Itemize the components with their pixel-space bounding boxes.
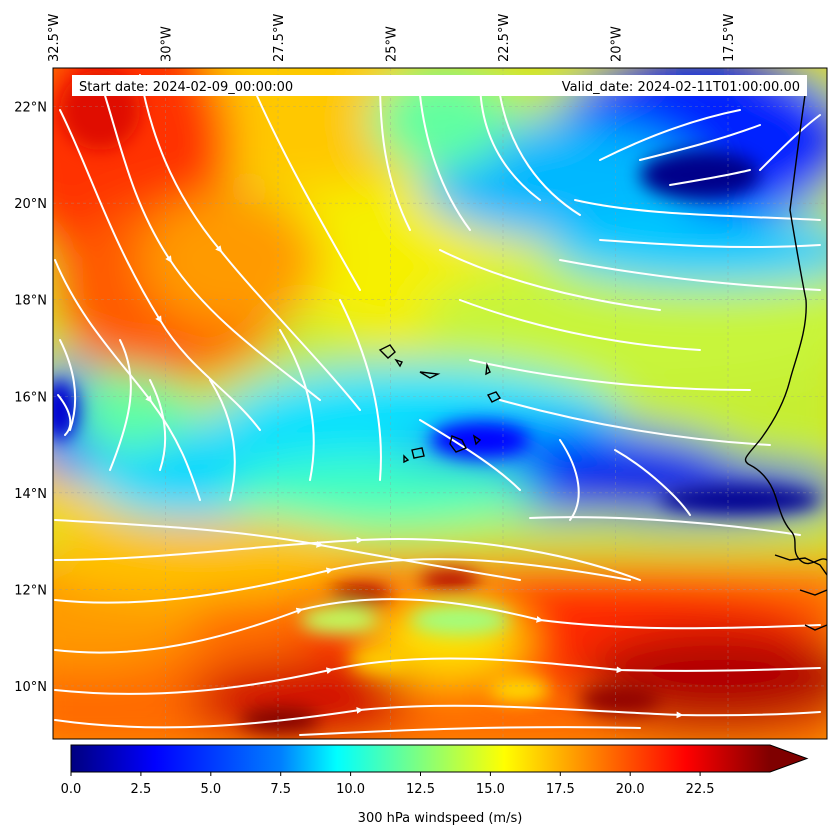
colorbar-tick-label: 10.0 <box>336 782 365 797</box>
streamline <box>379 79 411 231</box>
streamline <box>339 299 382 481</box>
longitude-label: 20°W <box>610 26 625 62</box>
valid-date-label: Valid_date: 2024-02-11T01:00:00.00 <box>562 80 800 95</box>
colorbar-tick-label: 17.5 <box>546 782 575 797</box>
streamline <box>419 94 471 231</box>
streamline <box>559 439 580 521</box>
latitude-label: 20°N <box>14 197 47 212</box>
latitude-label: 22°N <box>14 101 47 116</box>
streamline <box>139 74 361 411</box>
streamline <box>57 394 72 436</box>
streamline <box>599 109 741 161</box>
map-panel: Start date: 2024-02-09_00:00:00 Valid_da… <box>14 14 828 740</box>
streamlines <box>54 74 821 736</box>
streamline <box>574 199 821 221</box>
streamline <box>54 536 641 581</box>
longitude-label: 30°W <box>160 26 175 62</box>
streamline <box>559 259 821 291</box>
streamline <box>614 449 691 516</box>
streamline <box>54 657 821 695</box>
streamline <box>459 299 701 351</box>
colorbar-extend-arrow <box>770 745 807 772</box>
streamline <box>419 419 521 491</box>
streamline <box>109 339 132 471</box>
streamline <box>639 124 761 161</box>
streamline <box>479 79 541 201</box>
latitude-label: 14°N <box>14 487 47 502</box>
streamline <box>599 239 821 249</box>
longitude-label: 22.5°W <box>497 14 512 62</box>
longitude-label: 17.5°W <box>722 14 737 62</box>
coastline-islands-south <box>403 391 502 464</box>
streamline <box>99 79 321 401</box>
latitude-label: 16°N <box>14 390 47 405</box>
longitude-label: 25°W <box>385 26 400 62</box>
streamline <box>54 598 821 654</box>
longitude-label: 32.5°W <box>47 14 62 62</box>
coastline-guinea <box>774 554 827 631</box>
colorbar: 0.0 2.5 5.0 7.5 10.0 12.5 15.0 17.5 20.0 22.5 300… <box>61 744 809 826</box>
start-date-label: Start date: 2024-02-09_00:00:00 <box>79 80 293 95</box>
windspeed-field <box>53 68 827 739</box>
streamline <box>669 169 751 186</box>
latitude-label: 12°N <box>14 583 47 598</box>
date-info-box <box>72 75 807 96</box>
streamline <box>529 516 801 536</box>
streamline <box>759 114 821 171</box>
colorbar-label: 300 hPa windspeed (m/s) <box>358 811 523 826</box>
colorbar-tick-label: 20.0 <box>616 782 645 797</box>
colorbar-tick-label: 0.0 <box>61 782 82 797</box>
streamline <box>299 726 641 736</box>
colorbar-tick-label: 15.0 <box>476 782 505 797</box>
streamline <box>54 519 521 581</box>
colorbar-tick-label: 7.5 <box>270 782 291 797</box>
longitude-labels: 32.5°W 30°W 27.5°W 25°W 22.5°W 20°W 17.5°W <box>47 14 737 62</box>
latitude-label: 10°N <box>14 680 47 695</box>
coastlines <box>378 94 827 631</box>
colorbar-ticks: 0.0 2.5 5.0 7.5 10.0 12.5 15.0 17.5 20.0 22.5 <box>61 772 715 797</box>
streamline <box>149 379 167 471</box>
streamline <box>209 379 236 501</box>
longitude-label: 27.5°W <box>272 14 287 62</box>
streamline <box>469 359 751 391</box>
latitude-label: 18°N <box>14 294 47 309</box>
streamline <box>499 94 581 216</box>
streamline <box>249 79 361 291</box>
streamline <box>59 339 77 431</box>
colorbar-frame <box>70 744 809 773</box>
colorbar-tick-label: 22.5 <box>686 782 715 797</box>
map-frame <box>52 67 828 740</box>
colorbar-tick-label: 5.0 <box>200 782 221 797</box>
streamline <box>439 249 661 311</box>
coastline-islands-north <box>378 344 491 379</box>
colorbar-tick-label: 12.5 <box>406 782 435 797</box>
streamline <box>54 558 631 604</box>
colorbar-tick-label: 2.5 <box>131 782 152 797</box>
streamline <box>59 109 261 431</box>
latitude-labels: 22°N 20°N 18°N 16°N 14°N 12°N 10°N <box>14 101 47 695</box>
coastline-africa <box>744 94 827 565</box>
streamline <box>499 399 771 446</box>
streamline <box>54 259 201 501</box>
colorbar-gradient <box>71 745 770 772</box>
streamline <box>54 704 821 729</box>
streamline <box>279 329 315 481</box>
